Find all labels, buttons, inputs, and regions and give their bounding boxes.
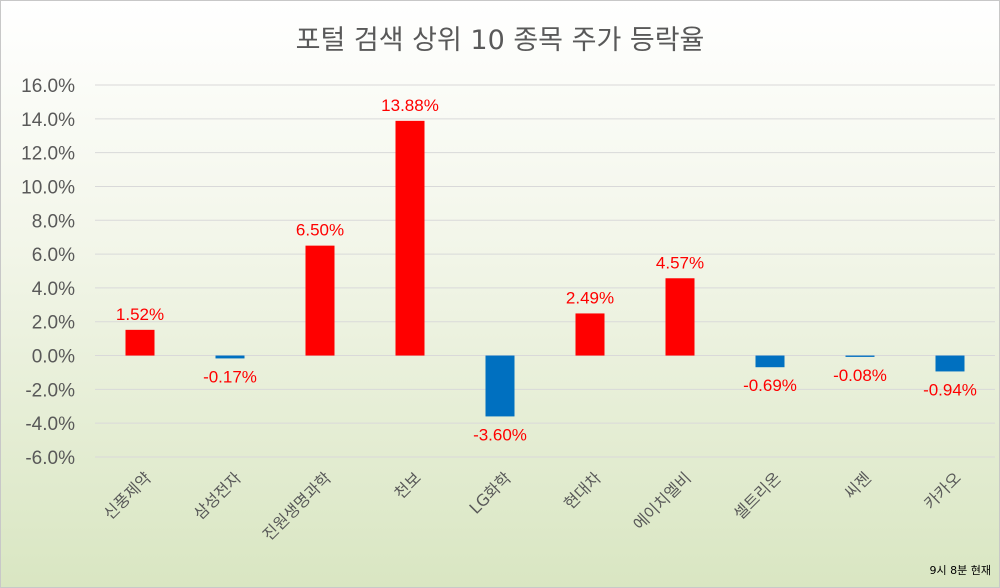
bar <box>125 329 155 356</box>
x-tick-label: 현대차 <box>560 468 605 513</box>
chart-title: 포털 검색 상위 10 종목 주가 등락율 <box>296 25 705 56</box>
x-tick-label: 신풍제약 <box>100 468 155 523</box>
y-tick-label: 2.0% <box>32 313 75 334</box>
data-label: -0.17% <box>203 367 257 386</box>
x-tick-label: 씨젠 <box>841 468 875 502</box>
bar <box>845 355 875 357</box>
x-axis-ticks: 신풍제약 삼성전자 진원생명과학 천보 LG화학 현대차 에이치엘비 셀트리온 씨젠 카카오 <box>100 468 965 544</box>
bar <box>755 355 785 368</box>
x-tick-label: 셀트리온 <box>730 468 785 523</box>
x-tick-label: 삼성전자 <box>190 468 245 523</box>
bar <box>665 278 695 356</box>
y-tick-label: 4.0% <box>32 279 75 300</box>
x-tick-label: 에이치엘비 <box>629 468 694 533</box>
bar <box>395 120 425 356</box>
data-label: 1.52% <box>116 305 164 324</box>
bar <box>485 355 515 417</box>
data-label: 2.49% <box>566 288 614 307</box>
y-tick-label: 16.0% <box>21 76 75 97</box>
y-axis-ticks: 16.0% 14.0% 12.0% 10.0% 8.0% 6.0% 4.0% 2.0% 0.0%… <box>21 76 75 469</box>
bars <box>125 120 965 417</box>
y-tick-label: -4.0% <box>25 414 75 435</box>
data-label: -0.69% <box>743 376 797 395</box>
bar <box>575 313 605 356</box>
y-tick-label: 0.0% <box>32 347 75 368</box>
x-tick-label: LG화학 <box>465 468 515 518</box>
y-tick-label: 14.0% <box>21 110 75 131</box>
y-tick-label: -6.0% <box>25 448 75 469</box>
x-tick-label: 천보 <box>391 468 425 502</box>
data-label: -0.08% <box>833 366 887 385</box>
bar <box>935 355 965 372</box>
bar <box>215 355 245 359</box>
x-tick-label: 카카오 <box>920 468 965 513</box>
y-tick-label: -2.0% <box>25 380 75 401</box>
y-tick-label: 12.0% <box>21 144 75 165</box>
footnote-text: 9시 8분 현재 <box>930 564 991 577</box>
x-tick-label: 진원생명과학 <box>259 468 335 544</box>
y-tick-label: 8.0% <box>32 211 75 232</box>
data-label: 4.57% <box>656 253 704 272</box>
bar <box>305 245 335 356</box>
data-label: -3.60% <box>473 425 527 444</box>
data-label: 13.88% <box>381 96 439 115</box>
data-label: -0.94% <box>923 380 977 399</box>
data-labels: 1.52% -0.17% 6.50% 13.88% -3.60% 2.49% 4.57% -0… <box>116 96 977 445</box>
y-tick-label: 6.0% <box>32 245 75 266</box>
data-label: 6.50% <box>296 221 344 240</box>
gridlines <box>95 84 995 458</box>
y-tick-label: 10.0% <box>21 177 75 198</box>
